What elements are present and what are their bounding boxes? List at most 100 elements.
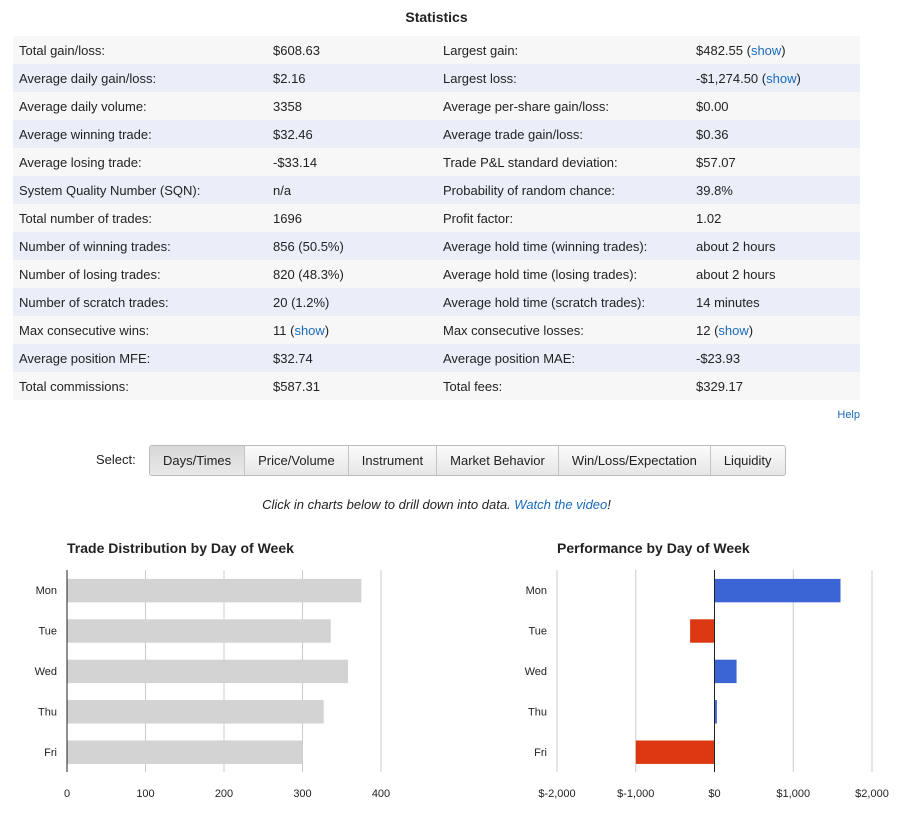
stat-label: Total number of trades: (13, 204, 267, 232)
show-link[interactable]: show (750, 42, 782, 58)
stat-value: $482.55 (show) (690, 36, 860, 64)
trade-distribution-chart[interactable]: 0 100 200 300 400 Mon Tue Wed Thu Fri (0, 566, 450, 806)
stat-value: 20 (1.2%) (267, 288, 437, 316)
watch-video-link[interactable]: Watch the video (514, 497, 608, 512)
stat-label: System Quality Number (SQN): (13, 176, 267, 204)
y-category-label: Wed (35, 666, 57, 678)
y-category-label: Thu (38, 706, 57, 718)
stat-label: Average losing trade: (13, 148, 267, 176)
bar-mon[interactable] (714, 578, 841, 603)
y-category-label: Wed (525, 666, 547, 678)
stat-label: Average position MAE: (437, 344, 690, 372)
tab-days-times[interactable]: Days/Times (150, 446, 245, 475)
tab-instrument[interactable]: Instrument (347, 446, 436, 475)
y-category-label: Tue (528, 626, 547, 638)
stat-label: Average per-share gain/loss: (437, 92, 690, 120)
hint-end: ! (607, 497, 611, 512)
x-tick-label: 300 (293, 788, 311, 800)
stats-row: Average losing trade: -$33.14 Trade P&L st… (13, 148, 860, 176)
stat-value: $0.36 (690, 120, 860, 148)
stat-value: 39.8% (690, 176, 860, 204)
stat-label: Average position MFE: (13, 344, 267, 372)
help-link[interactable]: Help (837, 409, 860, 421)
stat-value: -$33.14 (267, 148, 437, 176)
stat-label: Average hold time (losing trades): (437, 260, 690, 288)
stat-label: Average trade gain/loss: (437, 120, 690, 148)
stat-value: $587.31 (267, 372, 437, 400)
stats-row: System Quality Number (SQN): n/a Probabili… (13, 176, 860, 204)
stats-row: Total commissions: $587.31 Total fees: $329… (13, 372, 860, 400)
stat-value: about 2 hours (690, 260, 860, 288)
y-category-label: Mon (526, 585, 547, 597)
bar-mon[interactable] (67, 578, 362, 603)
x-tick-label: 100 (136, 788, 154, 800)
stats-row: Number of scratch trades: 20 (1.2%) Averag… (13, 288, 860, 316)
bar-tue[interactable] (67, 619, 331, 643)
x-tick-label: 400 (372, 788, 390, 800)
bar-fri[interactable] (67, 740, 303, 764)
stats-row: Max consecutive wins: 11 (show) Max consec… (13, 316, 860, 344)
stat-value: $57.07 (690, 148, 860, 176)
stat-label: Number of losing trades: (13, 260, 267, 288)
stat-value: $32.46 (267, 120, 437, 148)
category-tabs: Days/Times Price/Volume Instrument Market B… (149, 445, 786, 476)
stats-row: Total number of trades: 1696 Profit factor… (13, 204, 860, 232)
stat-label: Average daily volume: (13, 92, 267, 120)
stat-label: Total gain/loss: (13, 36, 267, 64)
y-category-label: Mon (36, 585, 57, 597)
bar-fri[interactable] (635, 740, 715, 764)
stat-value: 1696 (267, 204, 437, 232)
stat-value: $0.00 (690, 92, 860, 120)
stat-value: 12 (show) (690, 316, 860, 344)
bar-tue[interactable] (690, 619, 715, 643)
x-tick-label: $1,000 (776, 788, 810, 800)
stat-value: $329.17 (690, 372, 860, 400)
stat-label: Probability of random chance: (437, 176, 690, 204)
bar-thu[interactable] (714, 700, 717, 724)
paren-close: ) (324, 322, 330, 338)
stat-value: 11 (show) (267, 316, 437, 344)
x-tick-label: $0 (708, 788, 720, 800)
y-category-label: Tue (38, 626, 57, 638)
paren-close: ) (748, 322, 754, 338)
stat-label: Average daily gain/loss: (13, 64, 267, 92)
show-link[interactable]: show (766, 70, 797, 86)
bar-wed[interactable] (67, 659, 349, 684)
tab-liquidity[interactable]: Liquidity (709, 446, 785, 475)
stat-label: Number of scratch trades: (13, 288, 267, 316)
x-tick-label: $2,000 (855, 788, 889, 800)
performance-chart[interactable]: $-2,000 $-1,000 $0 $1,000 $2,000 Mon Tue Wed Thu… (450, 566, 901, 806)
stat-label: Average hold time (scratch trades): (437, 288, 690, 316)
show-link[interactable]: show (294, 322, 325, 338)
paren-close: ) (781, 42, 786, 58)
stats-row: Number of winning trades: 856 (50.5%) Aver… (13, 232, 860, 260)
tab-price-volume[interactable]: Price/Volume (244, 446, 348, 475)
tab-win-loss-expectation[interactable]: Win/Loss/Expectation (557, 446, 710, 475)
x-tick-label: 0 (64, 788, 70, 800)
trade-distribution-title: Trade Distribution by Day of Week (67, 540, 294, 556)
y-category-label: Fri (534, 747, 547, 759)
stat-value: 820 (48.3%) (267, 260, 437, 288)
hint-text: Click in charts below to drill down into… (262, 497, 515, 512)
stat-label: Largest gain: (437, 36, 690, 64)
stat-label: Average winning trade: (13, 120, 267, 148)
stat-label: Largest loss: (437, 64, 690, 92)
stat-label: Total fees: (437, 372, 690, 400)
stats-row: Number of losing trades: 820 (48.3%) Avera… (13, 260, 860, 288)
tab-market-behavior[interactable]: Market Behavior (436, 446, 558, 475)
performance-title: Performance by Day of Week (557, 540, 750, 556)
bar-thu[interactable] (67, 700, 324, 724)
stats-row: Average position MFE: $32.74 Average posit… (13, 344, 860, 372)
stat-value: $608.63 (267, 36, 437, 64)
show-link[interactable]: show (718, 322, 749, 338)
page-title: Statistics (405, 9, 468, 25)
bar-wed[interactable] (714, 659, 737, 684)
stats-row: Average daily gain/loss: $2.16 Largest los… (13, 64, 860, 92)
stat-value: -$23.93 (690, 344, 860, 372)
stat-value: n/a (267, 176, 437, 204)
stats-row: Average winning trade: $32.46 Average trad… (13, 120, 860, 148)
x-tick-label: $-2,000 (538, 788, 575, 800)
stats-row: Total gain/loss: $608.63 Largest gain: $482… (13, 36, 860, 64)
select-label: Select: (96, 452, 136, 467)
stat-label: Max consecutive losses: (437, 316, 690, 344)
